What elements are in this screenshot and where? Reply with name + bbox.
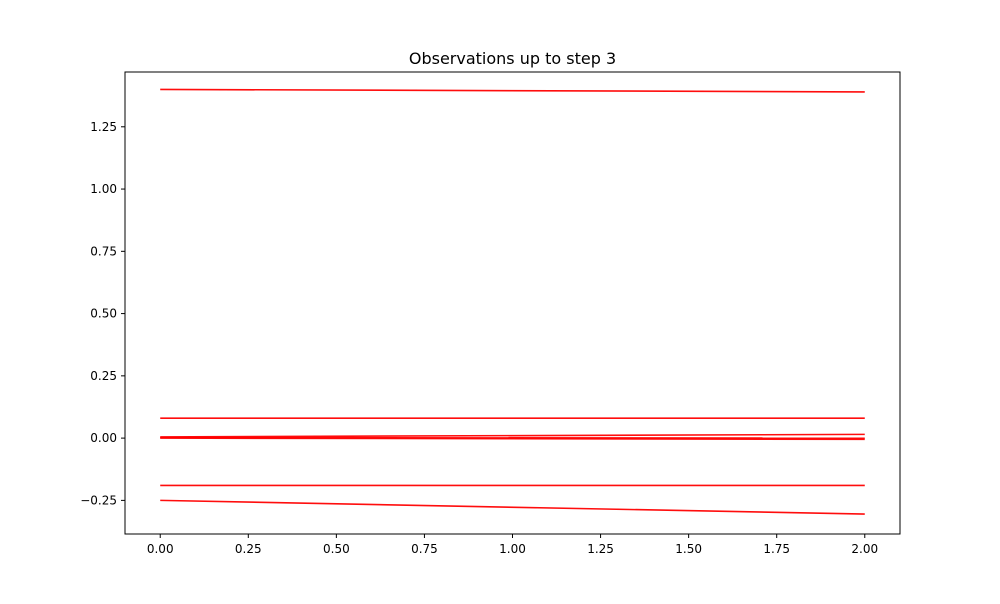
x-tick-label: 2.00	[851, 542, 878, 556]
y-tick-label: −0.25	[80, 493, 117, 507]
y-tick-label: 1.00	[90, 182, 117, 196]
x-tick-label: 0.25	[235, 542, 262, 556]
y-tick-label: 0.25	[90, 369, 117, 383]
y-tick-label: 0.50	[90, 307, 117, 321]
y-tick-label: 0.75	[90, 244, 117, 258]
y-tick-label: 1.25	[90, 120, 117, 134]
x-tick-label: 0.50	[323, 542, 350, 556]
x-tick-label: 0.75	[411, 542, 438, 556]
x-tick-label: 1.25	[587, 542, 614, 556]
chart-title: Observations up to step 3	[409, 49, 616, 68]
x-tick-label: 1.00	[499, 542, 526, 556]
y-tick-label: 0.00	[90, 431, 117, 445]
x-tick-label: 1.50	[675, 542, 702, 556]
x-tick-label: 0.00	[147, 542, 174, 556]
x-tick-label: 1.75	[763, 542, 790, 556]
